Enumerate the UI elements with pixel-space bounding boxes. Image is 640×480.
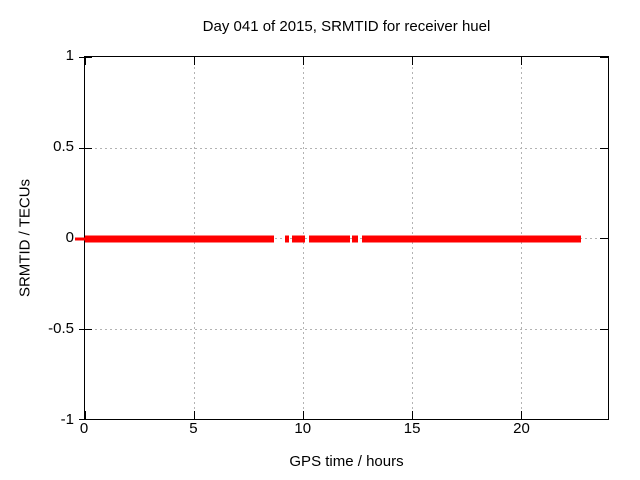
x-tick-bottom [302, 411, 304, 419]
x-tick-top [520, 57, 522, 65]
data-segment [85, 235, 274, 243]
y-tick-label: 0 [65, 229, 74, 246]
marker-overhang-left [75, 237, 85, 241]
x-tick-top [85, 57, 86, 65]
x-tick-label: 0 [79, 420, 89, 437]
y-tick-label: -1 [60, 411, 74, 428]
y-tick-label: 0.5 [53, 138, 74, 155]
y-tick-label: -0.5 [48, 320, 74, 337]
data-segment [362, 235, 582, 243]
x-tick-bottom [85, 411, 86, 419]
x-tick-label: 5 [189, 420, 198, 437]
y-gridline [85, 147, 608, 149]
y-gridline [85, 328, 608, 330]
x-tick-top [302, 57, 304, 65]
y-tick-left [79, 328, 92, 330]
x-tick-bottom [520, 411, 522, 419]
y-tick-label: 1 [65, 47, 74, 64]
x-tick-top [411, 57, 413, 65]
x-tick-label: 15 [403, 420, 421, 437]
data-segment [291, 235, 305, 243]
x-tick-label: 20 [513, 420, 530, 437]
plot-area [75, 56, 609, 420]
x-axis-label: GPS time / hours [289, 453, 404, 470]
y-tick-left [79, 57, 92, 58]
data-segment [308, 235, 350, 243]
data-segment [352, 235, 359, 243]
y-tick-right [600, 328, 608, 330]
y-tick-left [79, 419, 92, 420]
data-segment [284, 235, 289, 243]
y-tick-right [600, 419, 608, 420]
x-tick-bottom [411, 411, 413, 419]
x-tick-label: 10 [294, 420, 312, 437]
y-tick-left [79, 147, 92, 149]
chart-title: Day 041 of 2015, SRMTID for receiver hue… [202, 18, 491, 35]
x-tick-bottom [193, 411, 195, 419]
y-tick-right [600, 238, 608, 239]
x-tick-top [193, 57, 195, 65]
y-tick-right [600, 57, 608, 58]
y-tick-right [600, 147, 608, 149]
